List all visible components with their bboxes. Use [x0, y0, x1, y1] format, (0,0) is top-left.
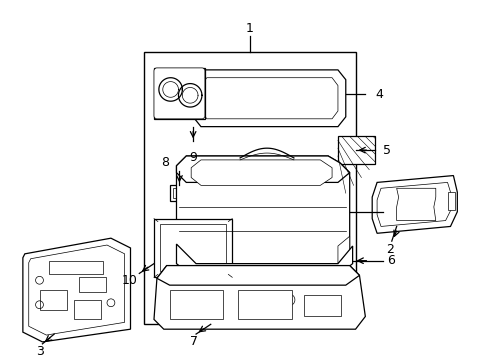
Polygon shape: [176, 156, 349, 183]
FancyBboxPatch shape: [154, 68, 204, 119]
Bar: [337, 136, 374, 164]
Text: 4: 4: [374, 88, 382, 101]
Polygon shape: [176, 244, 352, 275]
Text: 7: 7: [190, 336, 198, 348]
Bar: [172, 188, 186, 198]
Polygon shape: [376, 183, 450, 226]
Polygon shape: [29, 245, 124, 335]
Text: 6: 6: [386, 254, 394, 267]
Polygon shape: [193, 70, 345, 127]
Polygon shape: [337, 236, 349, 264]
Text: 5: 5: [382, 144, 390, 157]
Bar: [160, 225, 226, 271]
Polygon shape: [176, 156, 349, 264]
Bar: [447, 192, 454, 210]
Text: 10: 10: [122, 274, 137, 287]
Polygon shape: [201, 78, 337, 119]
Polygon shape: [157, 266, 359, 285]
Polygon shape: [371, 176, 456, 233]
Polygon shape: [23, 238, 130, 342]
Bar: [169, 290, 223, 319]
Text: 2: 2: [385, 243, 393, 256]
Polygon shape: [191, 160, 331, 185]
Polygon shape: [154, 266, 365, 329]
Bar: [303, 295, 340, 316]
Bar: [40, 290, 67, 310]
Text: 8: 8: [161, 156, 168, 169]
Text: 1: 1: [245, 22, 253, 35]
Bar: [238, 290, 291, 319]
Bar: [49, 261, 103, 274]
Polygon shape: [396, 188, 435, 221]
Bar: [154, 68, 204, 119]
Text: 9: 9: [189, 151, 197, 164]
Bar: [74, 300, 101, 319]
Bar: [154, 219, 232, 277]
Bar: [79, 277, 106, 292]
Bar: [144, 52, 355, 324]
Text: 3: 3: [37, 345, 44, 358]
Bar: [169, 185, 189, 201]
